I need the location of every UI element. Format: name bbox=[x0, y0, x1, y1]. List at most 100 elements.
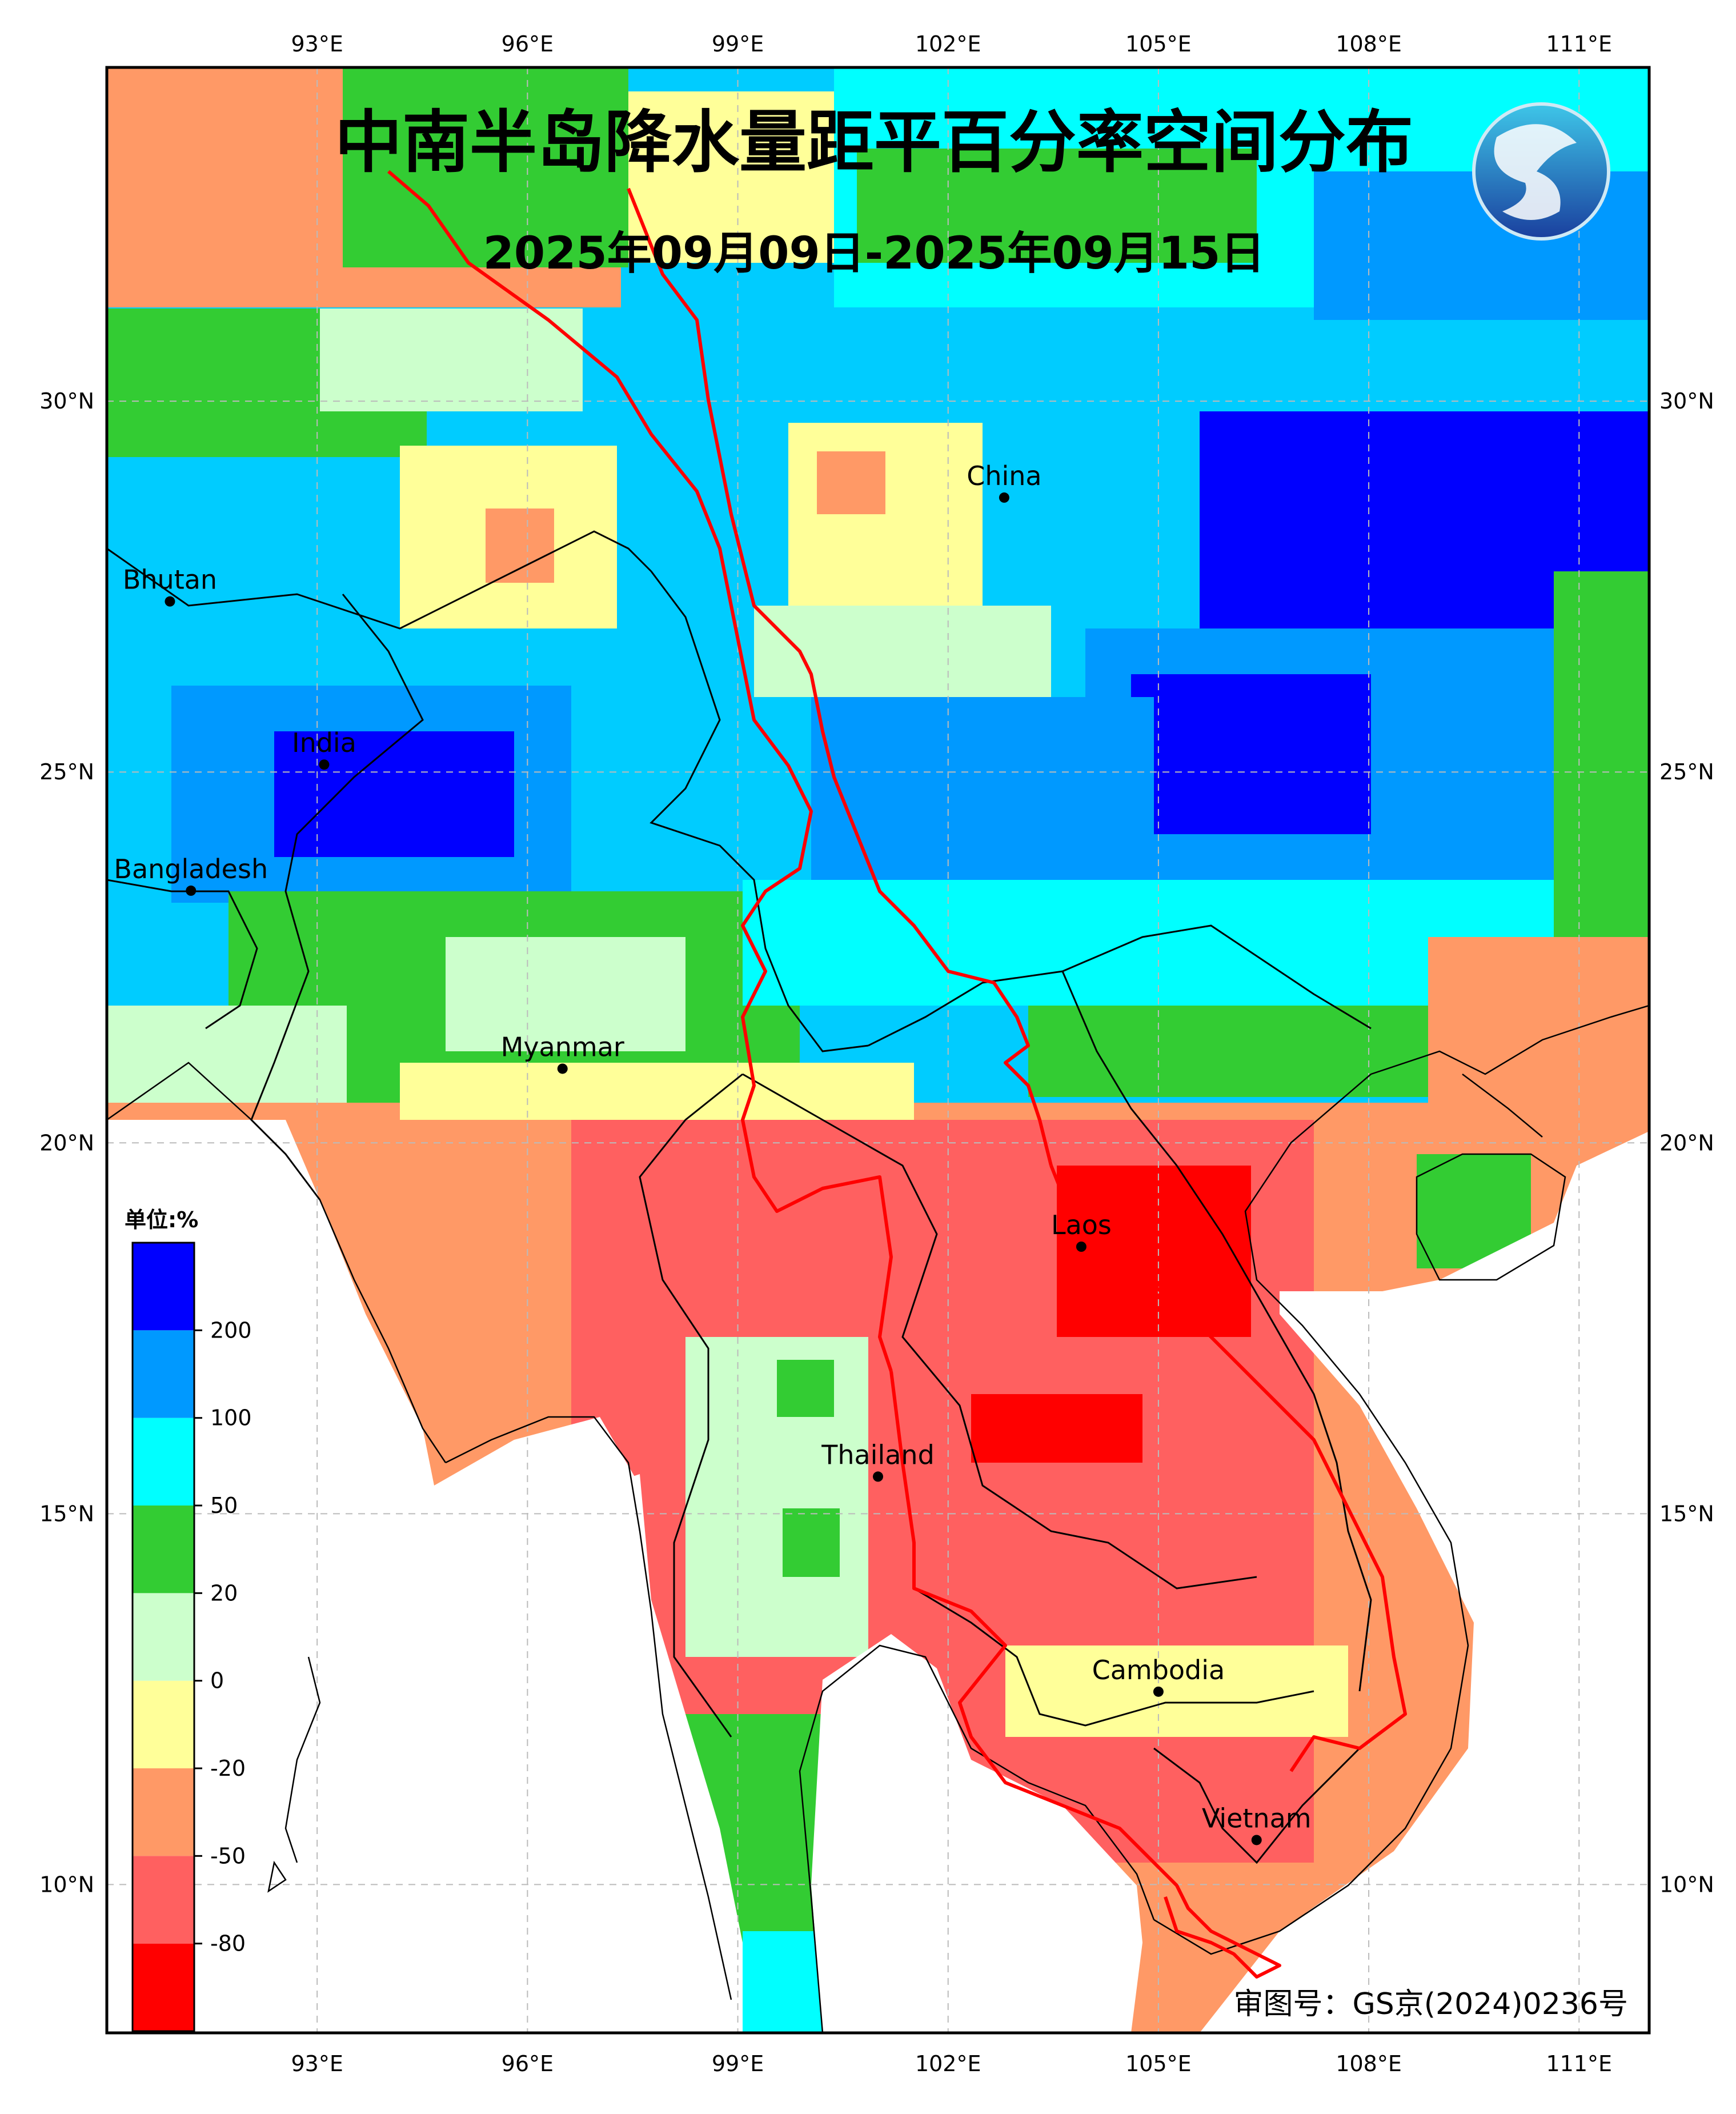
legend-unit-label: 单位:% bbox=[125, 1207, 198, 1232]
field-zone-n-green2 bbox=[857, 149, 1257, 263]
border-cambodia-vietnam bbox=[1153, 1747, 1361, 1864]
red-border-laos-vietnam bbox=[1049, 1164, 1407, 1772]
field-zone-ne-green bbox=[1554, 571, 1649, 1006]
legend-tick-labels: -80 -50 -20 0 20 50 100 200 bbox=[194, 1318, 252, 1956]
legend-color-bar bbox=[131, 1242, 195, 2032]
lon-tick-bottom-2: 99°E bbox=[712, 2051, 764, 2076]
lon-tick-top-4: 105°E bbox=[1125, 31, 1192, 57]
border-china-laos-vietnam bbox=[868, 924, 1372, 1047]
border-myanmar-china bbox=[650, 571, 869, 1052]
red-border-china-laos bbox=[627, 187, 1053, 1166]
lon-ticks-top: 93°E 96°E 99°E 102°E 105°E 108°E 111°E bbox=[291, 31, 1612, 57]
lon-tick-bottom-0: 93°E bbox=[291, 2051, 343, 2076]
country-borders bbox=[107, 530, 1372, 1864]
coast-gulf-thailand bbox=[799, 1644, 1155, 2033]
field-zone-guangxi-green bbox=[1028, 1006, 1428, 1097]
place-dot-india bbox=[319, 759, 330, 770]
place-label-vietnam: Vietnam bbox=[1202, 1803, 1312, 1833]
field-zone-thai-green bbox=[777, 1360, 834, 1417]
field-zone-sichuan-orange bbox=[817, 451, 885, 514]
lat-tick-left-4: 10°N bbox=[39, 1872, 94, 1897]
ocean-gulf-of-thailand bbox=[811, 1634, 1142, 2033]
coast-leizhou bbox=[1462, 1074, 1543, 1138]
field-zone-w-deepblue bbox=[274, 731, 514, 857]
red-border-thai-laos bbox=[889, 1371, 1156, 1864]
field-zone-n-yellow bbox=[628, 91, 834, 263]
legend-bar-frame bbox=[131, 1242, 195, 2032]
red-border-mekong-delta bbox=[1152, 1861, 1281, 1979]
lat-tick-left-3: 15°N bbox=[39, 1501, 94, 1526]
map-frame bbox=[105, 66, 1651, 2035]
field-zone-guangdong-orange bbox=[1428, 937, 1649, 1120]
legend-tick-label-6: 100 bbox=[210, 1406, 252, 1431]
field-zone-s-yellow-band bbox=[400, 1063, 914, 1120]
border-laos-vietnam bbox=[1061, 971, 1372, 1692]
place-label-laos: Laos bbox=[1051, 1210, 1112, 1240]
legend: 单位:% -80 -50 -20 0 20 50 100 200 bbox=[125, 1207, 252, 2032]
approval-number: 审图号：GS京(2024)0236号 bbox=[1233, 1987, 1628, 2021]
lon-tick-top-0: 93°E bbox=[291, 31, 343, 57]
lon-tick-bottom-6: 111°E bbox=[1546, 2051, 1612, 2076]
coast-guangxi-guangdong bbox=[1370, 1004, 1649, 1075]
legend-swatch-5 bbox=[133, 1506, 194, 1593]
place-label-india: India bbox=[292, 727, 356, 758]
graticule bbox=[107, 67, 1649, 2033]
field-zone-n-green bbox=[343, 67, 628, 267]
ocean-andaman-sea bbox=[606, 1474, 743, 2033]
field-zone-se-deepblue bbox=[1131, 674, 1371, 834]
lat-tick-left-1: 25°N bbox=[39, 759, 94, 784]
legend-tick-label-1: -50 bbox=[210, 1843, 246, 1868]
field-zone-w-lightgreen-bd bbox=[107, 1006, 347, 1120]
lon-tick-top-2: 99°E bbox=[712, 31, 764, 57]
lat-tick-right-4: 10°N bbox=[1659, 1872, 1714, 1897]
lon-tick-top-1: 96°E bbox=[502, 31, 554, 57]
place-label-china: China bbox=[967, 461, 1041, 491]
legend-swatch-6 bbox=[133, 1418, 194, 1506]
legend-swatch-4 bbox=[133, 1593, 194, 1681]
border-thai-cambodia bbox=[913, 1587, 1314, 1727]
lon-tick-bottom-4: 105°E bbox=[1125, 2051, 1192, 2076]
cma-logo-icon bbox=[1472, 102, 1610, 241]
legend-tick-label-3: 0 bbox=[210, 1668, 224, 1693]
lon-tick-bottom-1: 96°E bbox=[502, 2051, 554, 2076]
lon-tick-top-5: 108°E bbox=[1336, 31, 1402, 57]
lat-tick-left-2: 20°N bbox=[39, 1130, 94, 1155]
legend-swatch-7 bbox=[133, 1330, 194, 1418]
legend-swatch-2 bbox=[133, 1768, 194, 1856]
ocean-south-china-sea bbox=[1200, 1131, 1649, 2033]
legend-swatch-0 bbox=[133, 1943, 194, 2031]
coast-vietnam bbox=[1153, 1074, 1469, 1955]
lat-tick-left-0: 30°N bbox=[39, 389, 94, 414]
highlight-borders bbox=[387, 170, 1407, 1979]
lon-tick-bottom-3: 102°E bbox=[915, 2051, 981, 2076]
lat-tick-right-1: 25°N bbox=[1659, 759, 1714, 784]
border-thai-laos bbox=[742, 1073, 1257, 1589]
date-range: 2025年09月09日-2025年09月15日 bbox=[483, 228, 1265, 279]
place-label-bhutan: Bhutan bbox=[123, 564, 217, 595]
field-zone-laos-red bbox=[1057, 1166, 1251, 1337]
border-bangladesh bbox=[107, 879, 258, 1030]
red-border-myanmar-china bbox=[387, 170, 893, 1372]
coast-hainan bbox=[1416, 1153, 1566, 1281]
field-zone-myanmar-lightgreen bbox=[446, 937, 685, 1051]
border-thai-myanmar bbox=[639, 1073, 743, 1737]
place-label-cambodia: Cambodia bbox=[1092, 1655, 1225, 1685]
lat-ticks-left: 30°N 25°N 20°N 15°N 10°N bbox=[39, 389, 94, 1897]
logo-swirl bbox=[1494, 124, 1577, 220]
lon-ticks-bottom: 93°E 96°E 99°E 102°E 105°E 108°E 111°E bbox=[291, 2051, 1612, 2076]
lon-tick-bottom-5: 108°E bbox=[1336, 2051, 1402, 2076]
place-dot-cambodia bbox=[1153, 1686, 1164, 1697]
coast-myanmar-south bbox=[445, 1416, 732, 2000]
place-label-myanmar: Myanmar bbox=[501, 1031, 624, 1062]
field-zone-laos-red2 bbox=[971, 1394, 1142, 1463]
legend-tick-label-5: 50 bbox=[210, 1493, 238, 1518]
legend-tick-label-2: -20 bbox=[210, 1756, 246, 1781]
field-zone-cambodia-yellow bbox=[1005, 1645, 1348, 1737]
place-dot-laos bbox=[1076, 1242, 1086, 1252]
place-markers: China Bhutan India Bangladesh Myanmar Laos Tha… bbox=[114, 461, 1312, 1845]
legend-tick-label-4: 20 bbox=[210, 1580, 238, 1605]
place-label-bangladesh: Bangladesh bbox=[114, 854, 268, 884]
place-dot-myanmar bbox=[557, 1063, 568, 1074]
legend-swatch-3 bbox=[133, 1680, 194, 1768]
place-dot-bhutan bbox=[165, 596, 175, 607]
